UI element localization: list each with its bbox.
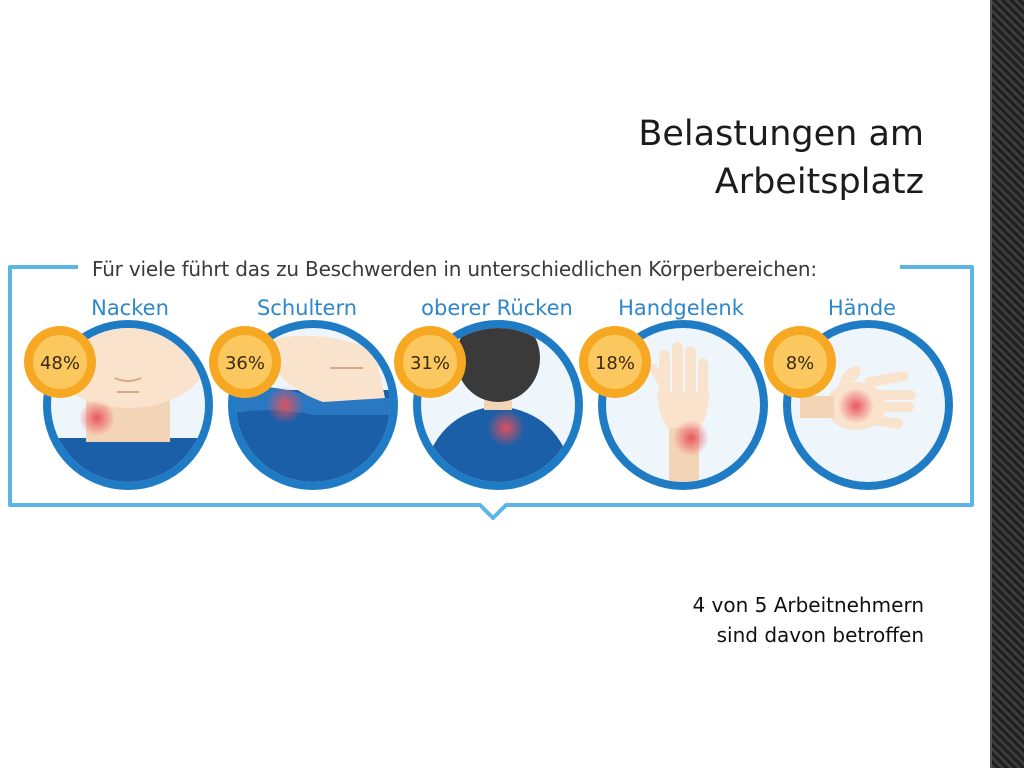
label-haende: Hände <box>827 296 897 320</box>
percent-handgelenk: 18% <box>595 353 635 374</box>
wrist-icon: 18% <box>579 320 768 490</box>
title-line-1: Belastungen am <box>638 114 924 154</box>
label-schultern: Schultern <box>256 296 358 320</box>
footer-text: 4 von 5 Arbeitnehmern sind davon betroff… <box>524 590 924 650</box>
footer-line-2: sind davon betroffen <box>716 623 924 647</box>
percent-haende: 8% <box>786 353 815 374</box>
hand-icon: 8% <box>764 320 953 490</box>
upper-back-icon: 31% <box>394 320 583 490</box>
percent-oberer-ruecken: 31% <box>410 353 450 374</box>
slide-title: Belastungen am Arbeitsplatz <box>424 110 924 206</box>
label-handgelenk: Handgelenk <box>618 296 744 320</box>
label-oberer-ruecken: oberer Rücken <box>421 296 573 320</box>
percent-schultern: 36% <box>225 353 265 374</box>
neck-icon: 48% <box>24 320 213 490</box>
percent-nacken: 48% <box>40 353 80 374</box>
info-frame <box>8 265 974 520</box>
intro-text: Für viele führt das zu Beschwerden in un… <box>82 257 827 281</box>
label-nacken: Nacken <box>91 296 169 320</box>
footer-line-1: 4 von 5 Arbeitnehmern <box>692 593 924 617</box>
decorative-side-strip <box>990 0 1024 768</box>
shoulder-icon: 36% <box>209 320 398 490</box>
title-line-2: Arbeitsplatz <box>714 162 924 202</box>
